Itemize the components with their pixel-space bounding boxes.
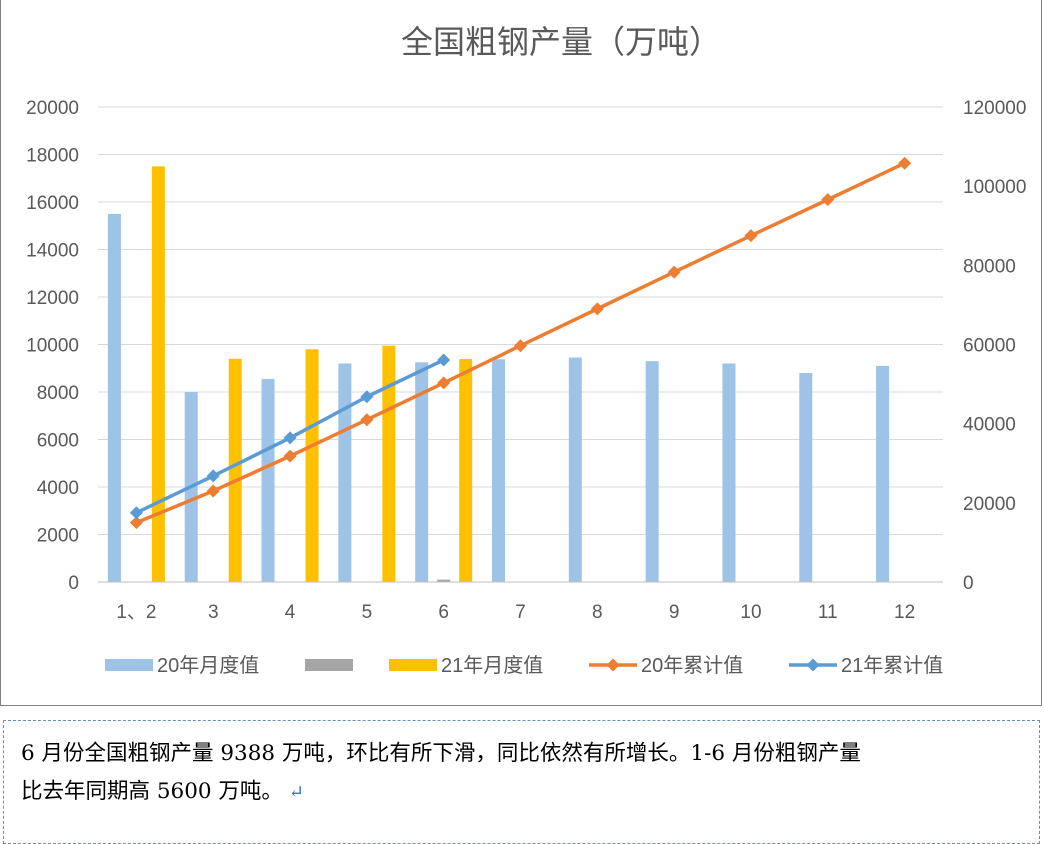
bar (261, 378, 275, 582)
line-point-marker (898, 156, 912, 170)
left-axis-tick-label: 8000 (37, 383, 79, 404)
right-axis-tick-label: 20000 (963, 494, 1016, 515)
left-axis-tick-label: 18000 (26, 146, 79, 167)
left-axis-tick-label: 16000 (26, 193, 79, 214)
legend-swatch (389, 659, 437, 671)
legend-swatch (105, 659, 153, 671)
left-axis-tick-label: 6000 (37, 431, 79, 452)
right-axis-tick-label: 40000 (963, 415, 1016, 436)
chart-frame: 全国粗钢产量（万吨） 20000 18000 16000 14000 12000 1000… (0, 0, 1042, 706)
left-axis-tick-label: 2000 (37, 526, 79, 547)
right-axis-tick-label: 120000 (963, 98, 1026, 119)
x-axis-tick-label: 8 (592, 602, 603, 623)
x-axis-tick-label: 3 (208, 602, 219, 623)
caption-box: 6 月份全国粗钢产量 9388 万吨，环比有所下滑，同比依然有所增长。1-6 月… (3, 720, 1040, 844)
bar (722, 363, 736, 582)
x-axis-tick-label: 6 (438, 602, 449, 623)
left-axis-tick-label: 10000 (26, 336, 79, 357)
x-axis-tick-label: 7 (515, 602, 526, 623)
x-axis-tick-label: 9 (669, 602, 680, 623)
paragraph-return-icon: ↵ (288, 782, 304, 803)
bar (492, 359, 505, 582)
legend-swatch (305, 659, 353, 671)
legend-marker (606, 658, 620, 672)
left-axis-tick-label: 4000 (37, 478, 79, 499)
right-axis-tick-label: 100000 (963, 177, 1026, 198)
x-axis-tick-label: 10 (740, 602, 761, 623)
right-axis-tick-label: 0 (963, 573, 974, 594)
caption-line-2: 比去年同期高 5600 万吨。 (21, 779, 283, 804)
bar (382, 345, 396, 582)
bar (415, 362, 429, 582)
x-axis-tick-label: 11 (818, 602, 838, 623)
line-point-marker (821, 193, 835, 207)
line-point-marker (667, 265, 681, 279)
bar (228, 358, 242, 582)
legend-label: 20年月度值 (157, 654, 259, 677)
bar (437, 579, 451, 582)
bar (338, 363, 352, 582)
line-point-marker (360, 390, 374, 404)
left-axis-tick-label: 0 (68, 573, 79, 594)
line-point-marker (283, 431, 297, 445)
legend-label: 21年累计值 (841, 654, 943, 677)
legend-label: 21年月度值 (441, 654, 543, 677)
line-point-marker (283, 449, 297, 463)
line-point-marker (206, 484, 220, 498)
left-axis-tick-label: 20000 (26, 98, 79, 119)
right-axis-tick-label: 60000 (963, 336, 1016, 357)
line-point-marker (514, 339, 527, 353)
right-axis-tick-label: 80000 (963, 256, 1016, 277)
line-point-marker (360, 413, 374, 427)
line-point-marker (437, 353, 451, 367)
line-point-marker (206, 469, 220, 483)
caption-line-1: 6 月份全国粗钢产量 9388 万吨，环比有所下滑，同比依然有所增长。1-6 月… (21, 741, 861, 766)
bar (107, 213, 121, 582)
bar (568, 357, 582, 582)
legend: 20年月度值 21年月度值 20年累计值 21年累计值 (105, 654, 943, 677)
chart-canvas: 全国粗钢产量（万吨） 20000180001600014000120001000… (26, 24, 1026, 677)
chart-title: 全国粗钢产量（万吨） (401, 24, 721, 60)
left-axis-tick-label: 14000 (26, 241, 79, 262)
line-point-marker (129, 506, 143, 520)
bar (645, 361, 659, 582)
left-axis-tick-label: 12000 (26, 288, 79, 309)
line-point-marker (129, 516, 143, 530)
lines (129, 156, 912, 530)
bar (876, 365, 890, 582)
bar (151, 166, 165, 582)
x-axis-tick-label: 1、2 (116, 602, 156, 623)
bar (459, 359, 473, 582)
bar (305, 349, 319, 582)
legend-label: 20年累计值 (641, 654, 743, 677)
bars (107, 166, 890, 582)
x-axis-tick-label: 4 (285, 602, 296, 623)
line-point-marker (744, 229, 758, 243)
line-point-marker (437, 376, 451, 390)
axes: 2000018000160001400012000100008000600040… (26, 98, 1026, 623)
line-point-marker (590, 302, 604, 316)
x-axis-tick-label: 5 (362, 602, 373, 623)
legend-marker (806, 658, 820, 672)
bar (799, 373, 813, 582)
x-axis-tick-label: 12 (894, 602, 915, 623)
